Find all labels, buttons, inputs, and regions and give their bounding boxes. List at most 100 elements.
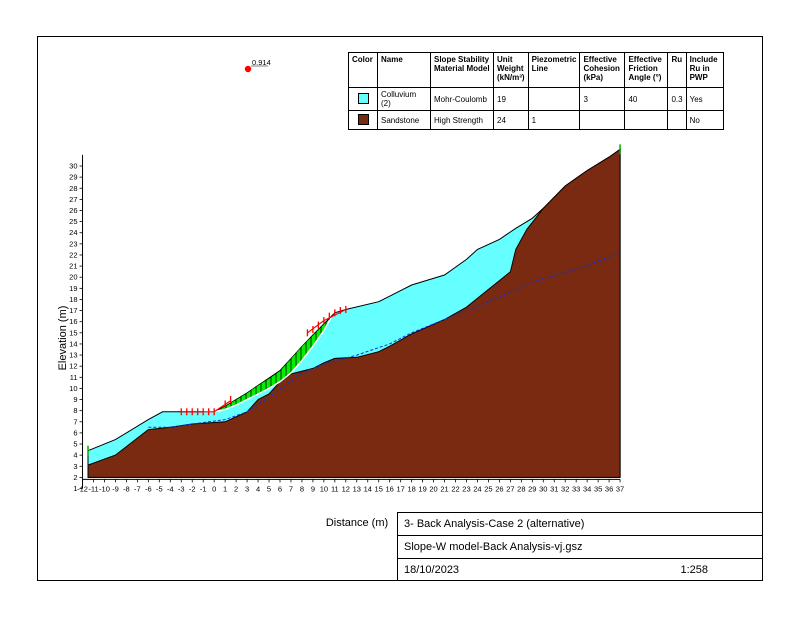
slip-exit-range — [307, 308, 347, 334]
col-model: Slope Stability Material Model — [430, 52, 494, 88]
x-tick-label: 15 — [375, 484, 383, 493]
drawing-frame — [37, 36, 763, 581]
x-tick-label: 22 — [451, 484, 459, 493]
x-tick-label: 27 — [506, 484, 514, 493]
slip-entry-range — [181, 400, 231, 413]
y-tick-label: 12 — [69, 362, 77, 371]
title-block: 3- Back Analysis-Case 2 (alternative) Sl… — [397, 512, 763, 581]
color-swatch-cell — [348, 87, 378, 111]
x-tick-label: 36 — [605, 484, 613, 493]
col-color: Color — [348, 52, 378, 88]
friction-angle — [624, 110, 669, 130]
unit-weight: 24 — [493, 110, 529, 130]
scale: 1:258 — [680, 564, 708, 576]
x-tick-label: 19 — [418, 484, 426, 493]
ru — [667, 110, 687, 130]
piezometric-line — [148, 252, 621, 428]
x-tick-label: 9 — [311, 484, 315, 493]
sandstone-swatch — [357, 113, 369, 125]
x-tick-label: 5 — [267, 484, 271, 493]
piezometric-line — [527, 87, 581, 111]
x-tick-label: 4 — [256, 484, 260, 493]
y-tick-label: 16 — [69, 317, 77, 326]
col-include-ru: Include Ru in PWP — [685, 52, 724, 88]
x-tick-label: -5 — [156, 484, 163, 493]
x-axis-label: Distance (m) — [326, 517, 388, 529]
x-tick-label: 8 — [300, 484, 304, 493]
material-name: Sandstone — [377, 110, 431, 130]
x-tick-label: 10 — [320, 484, 328, 493]
x-tick-label: -7 — [134, 484, 141, 493]
x-tick-label: 24 — [473, 484, 481, 493]
y-tick-label: 30 — [69, 162, 77, 171]
table-row: Colluvium (2) Mohr-Coulomb 19 3 40 0.3 Y… — [348, 87, 724, 111]
x-tick-label: 26 — [495, 484, 503, 493]
x-tick-label: 14 — [364, 484, 372, 493]
materials-table: Color Name Slope Stability Material Mode… — [348, 52, 724, 130]
x-tick-label: -4 — [167, 484, 174, 493]
x-tick-label: 2 — [234, 484, 238, 493]
y-tick-label: 6 — [73, 428, 77, 437]
x-tick-label: 28 — [517, 484, 525, 493]
col-unit-weight: Unit Weight (kN/m³) — [493, 52, 529, 88]
ru: 0.3 — [667, 87, 687, 111]
x-tick-label: 23 — [462, 484, 470, 493]
y-tick-label: 13 — [69, 351, 77, 360]
file-name: Slope-W model-Back Analysis-vj.gsz — [404, 541, 583, 553]
x-tick-label: 20 — [429, 484, 437, 493]
y-tick-label: 29 — [69, 173, 77, 182]
file-row: Slope-W model-Back Analysis-vj.gsz — [397, 535, 763, 558]
x-tick-label: -1 — [200, 484, 207, 493]
y-tick-label: 24 — [69, 228, 77, 237]
x-tick-label: -2 — [189, 484, 196, 493]
x-tick-label: 16 — [386, 484, 394, 493]
y-tick-label: 23 — [69, 239, 77, 248]
x-tick-label: 1 — [223, 484, 227, 493]
x-tick-label: -9 — [112, 484, 119, 493]
y-tick-label: 9 — [73, 395, 77, 404]
y-tick-label: 10 — [69, 384, 77, 393]
x-tick-label: 3 — [245, 484, 249, 493]
x-tick-label: 30 — [539, 484, 547, 493]
col-piezometric: Piezometric Line — [527, 52, 581, 88]
y-tick-label: 26 — [69, 206, 77, 215]
include-ru: No — [685, 110, 724, 130]
y-axis-label: Elevation (m) — [57, 306, 69, 371]
analysis-title: 3- Back Analysis-Case 2 (alternative) — [404, 518, 585, 530]
y-tick-label: 20 — [69, 273, 77, 282]
y-tick-label: 21 — [69, 262, 77, 271]
x-tick-label: 6 — [278, 484, 282, 493]
x-tick-label: -10 — [99, 484, 110, 493]
x-tick-label: 32 — [561, 484, 569, 493]
x-tick-label: 33 — [572, 484, 580, 493]
x-tick-label: 21 — [440, 484, 448, 493]
material-model: High Strength — [430, 110, 494, 130]
y-tick-label: 4 — [73, 451, 77, 460]
x-tick-label: -6 — [145, 484, 152, 493]
color-swatch-cell — [348, 110, 378, 130]
y-tick-label: 28 — [69, 184, 77, 193]
x-tick-label: -8 — [123, 484, 130, 493]
title-row: 3- Back Analysis-Case 2 (alternative) — [397, 512, 763, 535]
col-name: Name — [377, 52, 431, 88]
x-tick-label: 37 — [616, 484, 624, 493]
piezometric-line: 1 — [527, 110, 581, 130]
friction-angle: 40 — [624, 87, 669, 111]
material-model: Mohr-Coulomb — [430, 87, 494, 111]
x-tick-label: 12 — [342, 484, 350, 493]
x-tick-label: 34 — [583, 484, 591, 493]
y-tick-label: 25 — [69, 217, 77, 226]
y-tick-label: 17 — [69, 306, 77, 315]
x-tick-label: -11 — [88, 484, 98, 493]
col-cohesion: Effective Cohesion (kPa) — [579, 52, 626, 88]
y-tick-label: 15 — [69, 328, 77, 337]
y-tick-label: 18 — [69, 295, 77, 304]
date: 18/10/2023 — [404, 564, 460, 576]
y-tick-label: 19 — [69, 284, 77, 293]
date-row: 18/10/2023 1:258 — [397, 558, 763, 581]
x-tick-label: 11 — [331, 484, 339, 493]
x-tick-label: 35 — [594, 484, 602, 493]
y-tick-label: 22 — [69, 250, 77, 259]
col-ru: Ru — [667, 52, 687, 88]
